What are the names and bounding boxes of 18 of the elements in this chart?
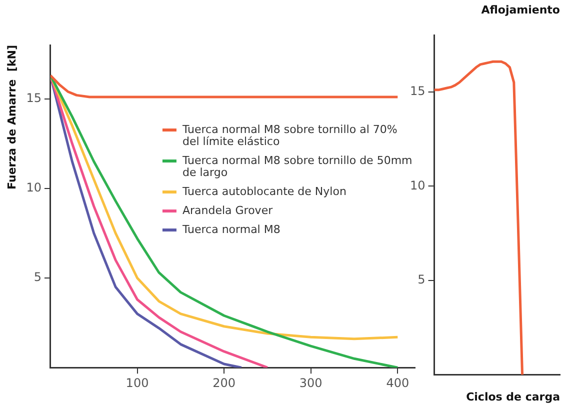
y-tick-label: 15 — [410, 84, 426, 98]
legend-label: Tuerca normal M8 sobre tornillo al 70% del límite elástico — [181, 122, 398, 148]
legend-label: Tuerca normal M8 — [181, 222, 280, 236]
y-tick-label: 15 — [26, 90, 42, 105]
x-tick-label: 100 — [126, 376, 149, 390]
x-tick-label: 400 — [386, 376, 410, 390]
y-axis-title: Fuerza de Amarre [kN] — [5, 45, 18, 190]
y-tick-label: 10 — [410, 178, 426, 192]
legend-label: Tuerca autoblocante de Nylon — [181, 184, 346, 198]
y-tick-label: 5 — [418, 272, 426, 287]
legend-label: Arandela Grover — [182, 204, 274, 217]
y-tick-label: 10 — [26, 180, 42, 195]
legend-label: Tuerca normal M8 sobre tornillo de 50mm de largo — [181, 154, 412, 179]
x-tick-label: 300 — [299, 376, 322, 390]
chart-title: Aflojamiento — [481, 3, 560, 16]
y-tick-label: 5 — [34, 270, 42, 284]
x-tick-label: 200 — [212, 376, 236, 390]
x-axis-title: Ciclos de carga — [466, 390, 560, 404]
